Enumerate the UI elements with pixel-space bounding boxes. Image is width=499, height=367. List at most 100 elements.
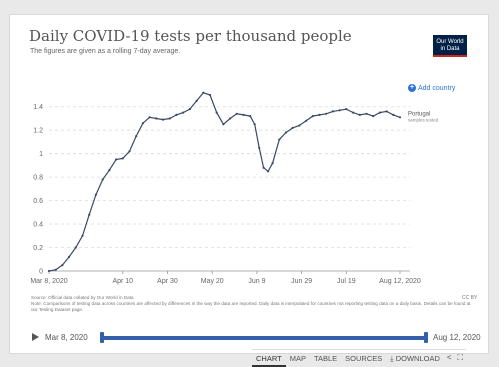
plus-icon: + xyxy=(408,84,416,92)
timeline-slider[interactable] xyxy=(102,336,426,340)
y-tick-label: 1 xyxy=(39,151,43,158)
data-point xyxy=(88,213,91,216)
data-point xyxy=(331,110,334,113)
chart-card: Daily COVID-19 tests per thousand people… xyxy=(9,14,489,367)
data-point xyxy=(61,264,64,267)
data-point xyxy=(68,255,71,258)
x-tick-label: Apr 30 xyxy=(157,278,178,285)
series-sublabel: samples tested xyxy=(408,117,439,122)
data-point xyxy=(155,117,158,120)
tab-table[interactable]: TABLE xyxy=(313,354,338,363)
chart-title: Daily COVID-19 tests per thousand people xyxy=(29,27,352,45)
data-point xyxy=(222,123,225,126)
y-tick-label: 0.2 xyxy=(33,245,43,252)
data-point xyxy=(195,99,198,102)
data-point xyxy=(108,169,111,172)
data-point xyxy=(398,116,402,119)
data-point xyxy=(298,124,301,127)
play-icon[interactable] xyxy=(32,333,39,341)
data-point xyxy=(278,138,281,141)
line-chart: 0 0.2 0.4 0.6 0.8 1 1.2 1.4 Mar 8, 2020 Apr 10 Apr… xyxy=(30,91,439,285)
timeline: Mar 8, 2020 Aug 12, 2020 xyxy=(29,331,489,345)
data-point xyxy=(372,115,375,118)
x-tick-label: May 20 xyxy=(201,278,224,285)
share-icon[interactable]: < xyxy=(446,353,452,362)
fullscreen-icon[interactable]: ⛶ xyxy=(457,353,464,362)
timeline-end-label: Aug 12, 2020 xyxy=(433,333,481,342)
data-point xyxy=(325,112,328,115)
data-point xyxy=(54,268,57,271)
tab-map[interactable]: MAP xyxy=(289,354,306,363)
timeline-start-label: Mar 8, 2020 xyxy=(45,333,88,342)
license-label[interactable]: CC BY xyxy=(462,295,478,301)
y-tick-label: 0 xyxy=(39,269,43,276)
data-point xyxy=(182,111,185,114)
data-point xyxy=(101,178,104,181)
download-icon: ⤓ xyxy=(390,354,394,363)
data-point xyxy=(385,110,388,113)
data-point xyxy=(378,111,381,114)
data-point xyxy=(115,158,118,161)
footnote: Source: Official data collated by Our Wo… xyxy=(31,295,471,312)
data-point xyxy=(258,146,261,149)
tab-download-label: DOWNLOAD xyxy=(395,354,440,363)
data-point xyxy=(135,135,138,138)
data-point xyxy=(215,111,218,114)
series-label: Portugal xyxy=(408,111,430,117)
data-point xyxy=(229,117,232,120)
x-tick-label: Aug 12, 2020 xyxy=(379,278,421,285)
data-point xyxy=(121,157,124,160)
data-point xyxy=(267,170,270,173)
data-point xyxy=(141,122,144,125)
x-tick-label: Jul 19 xyxy=(337,278,356,285)
add-country-button[interactable]: + Add country xyxy=(408,84,455,92)
data-point xyxy=(262,166,265,169)
add-country-label: Add country xyxy=(418,84,456,92)
x-tick-label: Jun 9 xyxy=(248,278,265,285)
data-point xyxy=(94,193,97,196)
data-point xyxy=(311,115,314,118)
owid-logo[interactable]: Our World in Data xyxy=(433,35,467,57)
data-point xyxy=(161,118,165,121)
tab-chart[interactable]: CHART xyxy=(252,350,286,367)
logo-bar xyxy=(433,55,467,57)
series-line xyxy=(48,91,401,272)
data-point xyxy=(352,111,355,114)
data-point xyxy=(74,246,77,249)
data-point xyxy=(365,112,368,115)
x-tick-label: Jun 29 xyxy=(291,278,312,285)
data-point xyxy=(81,234,84,237)
data-point xyxy=(235,112,238,115)
data-point xyxy=(392,113,395,116)
tab-sources[interactable]: SOURCES xyxy=(345,354,383,363)
data-point xyxy=(318,113,321,116)
timeline-start-handle[interactable] xyxy=(100,332,104,343)
y-tick-label: 0.4 xyxy=(33,222,43,229)
data-point xyxy=(338,109,341,112)
tab-download[interactable]: ⤓ DOWNLOAD xyxy=(386,350,444,367)
data-point xyxy=(305,119,308,122)
y-tick-label: 1.4 xyxy=(33,104,43,111)
data-point xyxy=(128,150,131,153)
data-point xyxy=(249,115,252,118)
data-point xyxy=(208,93,212,97)
data-point xyxy=(148,116,151,119)
data-point xyxy=(345,108,348,111)
x-tick-label: Mar 8, 2020 xyxy=(30,278,67,285)
x-tick-label: Apr 10 xyxy=(112,278,133,285)
data-point xyxy=(175,113,178,116)
y-tick-label: 0.8 xyxy=(33,175,43,182)
logo-text-2: in Data xyxy=(440,46,460,52)
data-point xyxy=(188,108,191,111)
data-point xyxy=(271,162,274,165)
y-tick-label: 1.2 xyxy=(33,128,43,135)
y-tick-label: 0.6 xyxy=(33,198,43,205)
data-point xyxy=(291,126,294,129)
data-point xyxy=(284,131,288,134)
data-point xyxy=(242,113,245,116)
data-point xyxy=(47,269,51,273)
data-point xyxy=(358,113,361,116)
data-point xyxy=(202,91,205,94)
timeline-end-handle[interactable] xyxy=(424,332,428,343)
data-point xyxy=(253,123,256,126)
